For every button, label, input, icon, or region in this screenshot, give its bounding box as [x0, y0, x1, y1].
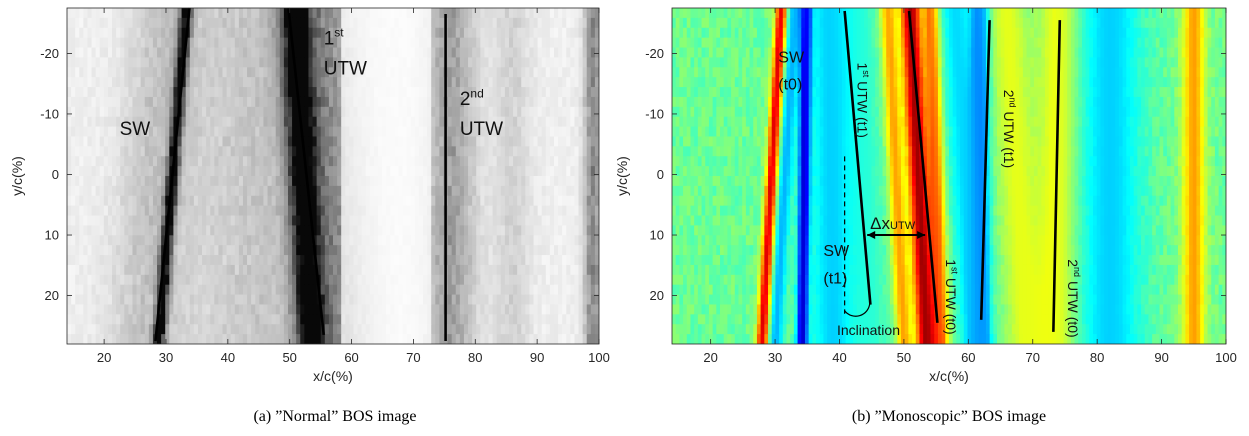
x-tick-label: 50 [282, 350, 296, 365]
y-tick-label: 10 [650, 228, 664, 243]
annotation-label: SW [778, 49, 805, 66]
y-tick-label: -20 [40, 46, 59, 61]
annotation-label: Inclination [837, 322, 900, 338]
x-tick-label: 100 [588, 350, 610, 365]
delta-x-label: ΔxUTW [870, 214, 916, 233]
annotation-label: (t0) [778, 77, 802, 94]
annotation-label: (t1) [823, 270, 847, 287]
annotation-label: SW [823, 243, 850, 260]
y-tick-label: -10 [40, 106, 59, 121]
inclination-arc [844, 302, 871, 317]
line-1st-utw-t1- [843, 10, 872, 305]
y-tick-label: 20 [650, 288, 664, 303]
x-tick-label: 80 [468, 350, 482, 365]
annotation-label: 1st UTW (t0) [943, 259, 960, 334]
figure-caption: (a) ”Normal” BOS image [253, 408, 416, 425]
x-tick-label: 20 [97, 350, 111, 365]
line-1st-utw [287, 7, 326, 336]
heatmap-field [67, 8, 599, 344]
chart-panel-a: SW 1st UTW 2nd UTW 20 30 40 50 60 70 80 90 100 -20 -10 0… [9, 7, 610, 425]
arrowhead-left [867, 231, 876, 240]
x-tick-label: 60 [344, 350, 358, 365]
x-tick-label: 20 [703, 350, 717, 365]
axes-frame [671, 7, 1227, 345]
x-tick-label: 70 [406, 350, 420, 365]
y-tick-label: 20 [45, 288, 59, 303]
x-tick-label: 90 [530, 350, 544, 365]
axes-frame [66, 7, 600, 345]
x-tick-label: 30 [159, 350, 173, 365]
arrowhead-right [917, 231, 926, 240]
annotation-label: 2nd [460, 86, 484, 110]
heatmap-field [672, 8, 1226, 344]
line-1st-utw-t0- [907, 10, 939, 323]
annotation-label: 1st UTW (t1) [855, 62, 872, 137]
x-tick-label: 30 [768, 350, 782, 365]
y-tick-label: 10 [45, 228, 59, 243]
y-tick-label: 0 [657, 167, 664, 182]
y-tick-label: 0 [52, 167, 59, 182]
x-axis-label: x/c(%) [313, 368, 353, 384]
x-tick-label: 100 [1215, 350, 1237, 365]
x-tick-label: 80 [1090, 350, 1104, 365]
x-axis-label: x/c(%) [929, 368, 969, 384]
figure-caption: (b) ”Monoscopic” BOS image [852, 408, 1046, 425]
y-tick-label: -10 [645, 106, 664, 121]
y-tick-label: -20 [645, 46, 664, 61]
annotation-label: 1st [324, 26, 345, 50]
x-tick-label: 40 [832, 350, 846, 365]
annotation-label: UTW [324, 59, 367, 80]
line-2nd-utw-t1- [979, 20, 991, 320]
annotation-label: SW [120, 119, 151, 140]
x-tick-label: 60 [961, 350, 975, 365]
chart-panel-b: ΔxUTW SW (t0) SW (t1) Inclination 1st UTW (t1)… [614, 7, 1237, 425]
x-tick-label: 70 [1026, 350, 1040, 365]
line-2nd-utw-t0- [1052, 20, 1062, 332]
annotation-label: 2nd UTW (t0) [1065, 259, 1082, 337]
y-axis-label: y/c(%) [614, 156, 630, 196]
x-tick-label: 50 [897, 350, 911, 365]
x-tick-label: 40 [221, 350, 235, 365]
line-sw [154, 7, 191, 342]
annotation-label: UTW [460, 119, 503, 140]
x-tick-label: 90 [1154, 350, 1168, 365]
annotation-label: 2nd UTW (t1) [1001, 90, 1018, 168]
y-axis-label: y/c(%) [9, 156, 25, 196]
